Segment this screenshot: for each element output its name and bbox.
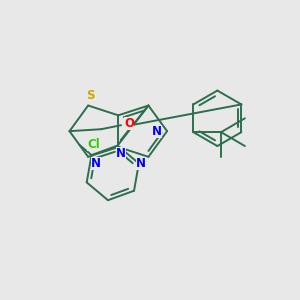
Text: O: O [124,117,134,130]
Text: N: N [91,157,101,170]
Text: S: S [86,89,94,102]
Text: N: N [136,157,146,170]
Text: N: N [152,125,162,138]
Text: Cl: Cl [87,138,100,152]
Text: N: N [116,148,126,160]
